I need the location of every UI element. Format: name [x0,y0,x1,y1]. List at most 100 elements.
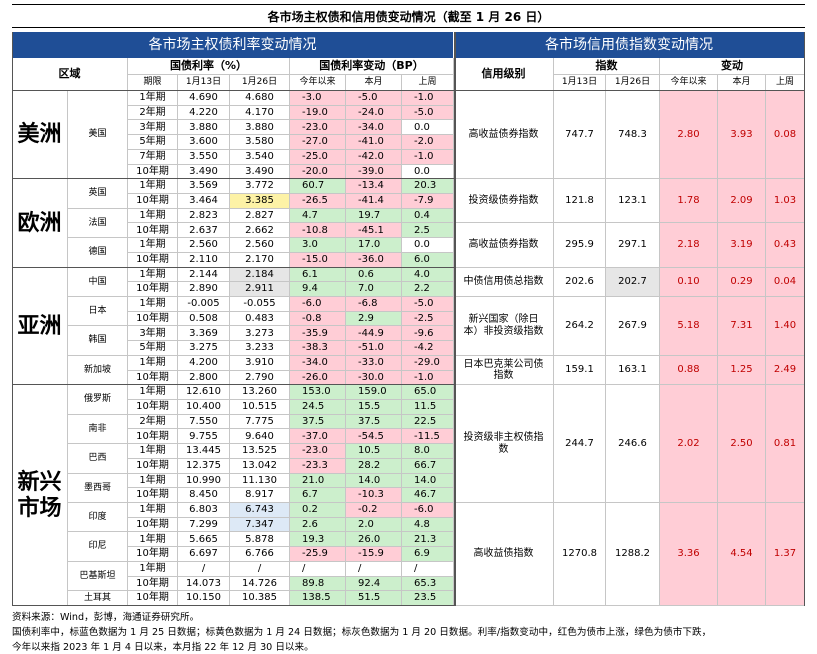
value-cell: 13.260 [230,385,290,400]
value-cell: 14.0 [402,473,454,489]
index-value: 202.6 [554,267,606,297]
index-value: 0.04 [766,267,805,297]
index-value: 244.7 [554,385,606,503]
index-value: 1.40 [766,297,805,356]
index-value: 2.09 [718,179,766,224]
value-cell: 6.766 [230,547,290,562]
index-value: 0.08 [766,91,805,180]
value-cell: 4.680 [230,91,290,106]
value-cell: -4.2 [402,341,454,356]
index-value: 747.7 [554,91,606,180]
value-cell: 2.5 [402,223,454,239]
value-cell: 0.4 [402,208,454,224]
sub-header: 1月26日 [606,75,660,91]
country: 巴西 [68,444,128,474]
value-cell: 10.400 [178,400,230,415]
sub-header: 上周 [402,75,454,91]
term: 10年期 [128,223,178,239]
value-cell: -39.0 [346,164,402,180]
column-header: 指数 [554,58,660,75]
column-header: 变动 [660,58,805,75]
value-cell: -35.9 [290,326,346,342]
value-cell: 0.0 [402,238,454,253]
country: 巴基斯坦 [68,561,128,592]
value-cell: 10.990 [178,473,230,489]
term: 2年期 [128,414,178,430]
value-cell: -10.3 [346,488,402,503]
term: 10年期 [128,164,178,180]
value-cell: 2.144 [178,267,230,283]
column-header: 国债利率（%） [128,58,290,75]
term: 1年期 [128,238,178,253]
index-name: 高收益债指数 [454,503,554,606]
region: 美洲 [12,91,68,180]
value-cell: -25.9 [290,547,346,562]
term: 1年期 [128,355,178,371]
index-value: 3.36 [660,503,718,606]
index-value: 1.78 [660,179,718,224]
value-cell: 0.0 [402,120,454,136]
region: 欧洲 [12,179,68,268]
value-cell: 3.275 [178,341,230,356]
value-cell: -23.0 [290,444,346,459]
value-cell: / [402,561,454,577]
index-value: 2.02 [660,385,718,503]
value-cell: / [230,561,290,577]
value-cell: 2.637 [178,223,230,239]
separator [804,32,805,606]
note: 资料来源：Wind，彭博，海通证券研究所。 [12,612,200,623]
value-cell: -13.4 [346,179,402,194]
value-cell: 24.5 [290,400,346,415]
index-value: 264.2 [554,297,606,356]
value-cell: 0.0 [402,164,454,180]
value-cell: 3.369 [178,326,230,342]
term: 10年期 [128,311,178,327]
value-cell: -33.0 [346,355,402,371]
separator [12,90,805,91]
value-cell: 22.5 [402,414,454,430]
value-cell: 2.9 [346,311,402,327]
value-cell: 14.073 [178,576,230,592]
term: 1年期 [128,473,178,489]
value-cell: 7.775 [230,414,290,430]
value-cell: 28.2 [346,458,402,474]
value-cell: 4.220 [178,105,230,121]
term: 3年期 [128,120,178,136]
country: 新加坡 [68,355,128,386]
value-cell: 3.490 [178,164,230,180]
value-cell: 8.0 [402,444,454,459]
index-value: 0.88 [660,355,718,386]
value-cell: -27.0 [290,135,346,150]
value-cell: 6.697 [178,547,230,562]
value-cell: 3.490 [230,164,290,180]
index-value: 3.19 [718,223,766,268]
sub-header: 今年以来 [290,75,346,91]
country: 韩国 [68,326,128,356]
value-cell: 2.184 [230,267,290,283]
value-cell: -37.0 [290,429,346,445]
country: 印尼 [68,532,128,562]
term: 1年期 [128,532,178,548]
value-cell: -1.0 [402,149,454,165]
value-cell: -41.0 [346,135,402,150]
country: 土耳其 [68,591,128,606]
value-cell: 19.3 [290,532,346,548]
value-cell: 0.508 [178,311,230,327]
index-value: 295.9 [554,223,606,268]
value-cell: 10.5 [346,444,402,459]
value-cell: -7.9 [402,194,454,209]
term: 10年期 [128,547,178,562]
sub-header: 1月13日 [178,75,230,91]
value-cell: 37.5 [290,414,346,430]
value-cell: -42.0 [346,149,402,165]
index-value: 0.29 [718,267,766,297]
term: 10年期 [128,370,178,386]
value-cell: -1.0 [402,370,454,386]
value-cell: 0.6 [346,267,402,283]
value-cell: -44.9 [346,326,402,342]
country: 印度 [68,503,128,533]
value-cell: 12.375 [178,458,230,474]
value-cell: -3.0 [290,91,346,106]
term: 10年期 [128,282,178,297]
value-cell: 13.525 [230,444,290,459]
